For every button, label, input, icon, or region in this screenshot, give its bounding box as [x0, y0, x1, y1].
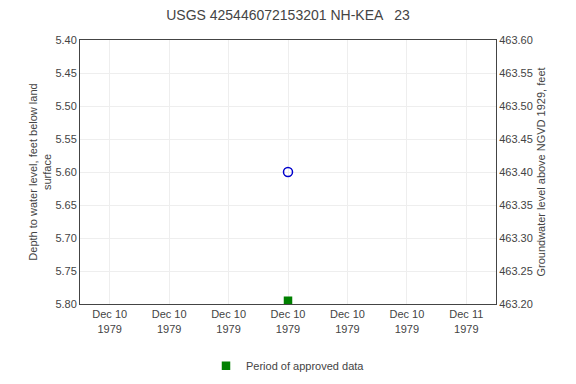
- svg-text:5.70: 5.70: [55, 232, 76, 244]
- svg-text:Dec 101979: Dec 101979: [389, 308, 424, 334]
- svg-text:5.40: 5.40: [55, 34, 76, 46]
- svg-text:Period of approved data: Period of approved data: [246, 360, 364, 372]
- svg-text:5.65: 5.65: [55, 199, 76, 211]
- svg-text:USGS 425446072153201 NH-KEA: USGS 425446072153201 NH-KEA 23: [166, 7, 410, 23]
- svg-text:Dec 101979: Dec 101979: [152, 308, 187, 334]
- svg-text:Dec 101979: Dec 101979: [211, 308, 246, 334]
- svg-text:Depth to water level, feet bel: Depth to water level, feet below landsur…: [27, 83, 53, 260]
- svg-text:Dec 101979: Dec 101979: [330, 308, 365, 334]
- svg-text:463.25: 463.25: [499, 265, 533, 277]
- svg-text:5.60: 5.60: [55, 166, 76, 178]
- svg-text:463.45: 463.45: [499, 133, 533, 145]
- svg-text:463.55: 463.55: [499, 67, 533, 79]
- svg-text:463.30: 463.30: [499, 232, 533, 244]
- svg-text:463.50: 463.50: [499, 100, 533, 112]
- svg-text:5.55: 5.55: [55, 133, 76, 145]
- svg-text:5.80: 5.80: [55, 298, 76, 310]
- svg-text:Dec 101979: Dec 101979: [271, 308, 306, 334]
- svg-text:5.50: 5.50: [55, 100, 76, 112]
- svg-text:463.40: 463.40: [499, 166, 533, 178]
- svg-text:Dec 101979: Dec 101979: [92, 308, 127, 334]
- svg-text:5.75: 5.75: [55, 265, 76, 277]
- svg-text:463.35: 463.35: [499, 199, 533, 211]
- svg-text:5.45: 5.45: [55, 67, 76, 79]
- svg-text:Dec 111979: Dec 111979: [449, 308, 483, 334]
- svg-text:463.20: 463.20: [499, 298, 533, 310]
- svg-text:463.60: 463.60: [499, 34, 533, 46]
- svg-text:Groundwater level above NGVD 1: Groundwater level above NGVD 1929, feet: [535, 67, 547, 276]
